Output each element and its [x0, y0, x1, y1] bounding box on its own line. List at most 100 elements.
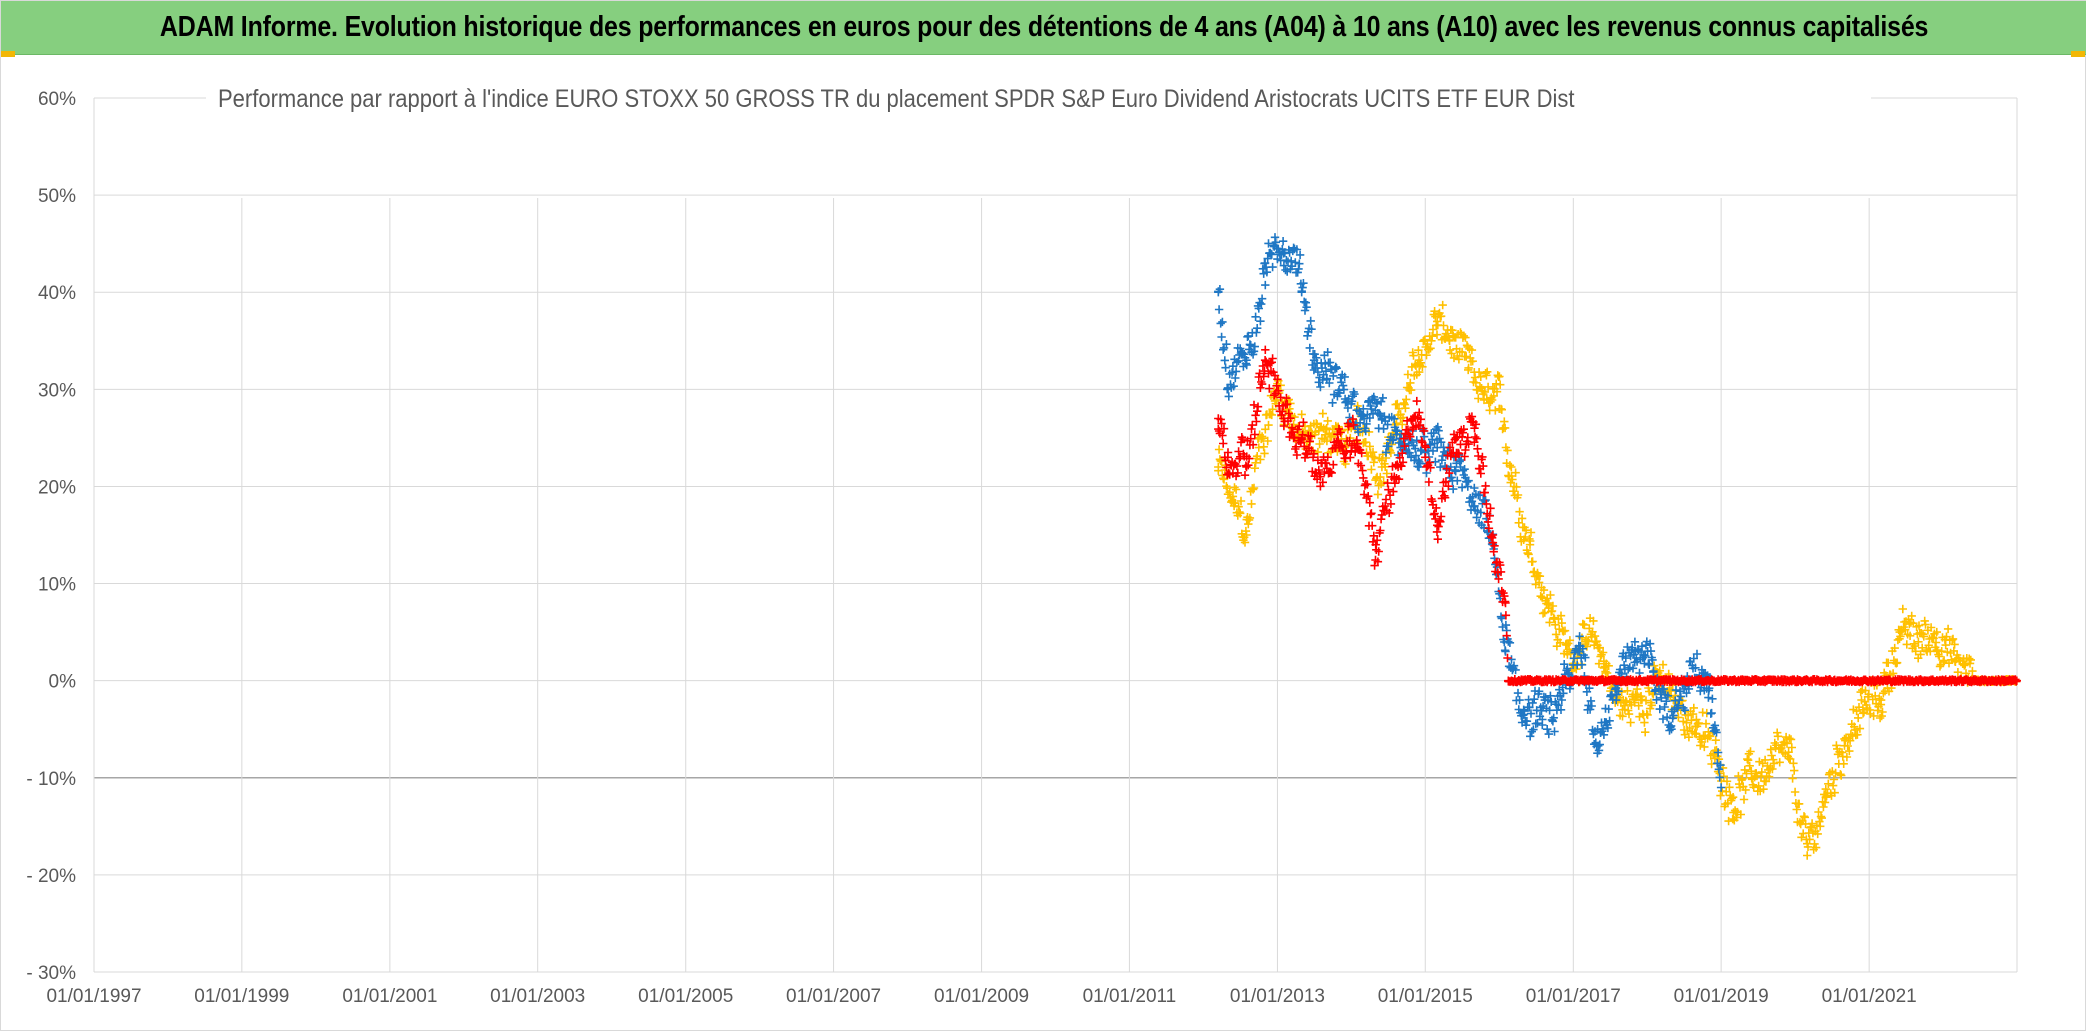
data-point	[1232, 358, 1242, 367]
data-point	[1494, 574, 1503, 584]
data-point	[1445, 335, 1454, 345]
data-point	[1390, 479, 1400, 488]
data-point	[1530, 695, 1539, 704]
data-point	[1297, 410, 1306, 419]
data-point	[1919, 632, 1928, 641]
data-point	[1722, 777, 1732, 786]
data-point	[1637, 642, 1647, 651]
data-point	[1470, 432, 1480, 442]
data-point	[1313, 447, 1323, 457]
data-point	[1575, 632, 1584, 641]
data-point	[1329, 371, 1338, 381]
series-layer	[1214, 233, 2021, 860]
data-point	[1305, 437, 1314, 446]
data-point	[1291, 258, 1300, 267]
data-point	[1295, 422, 1304, 431]
data-point	[1256, 455, 1265, 464]
data-point	[1902, 640, 1911, 649]
data-point	[1500, 597, 1510, 606]
data-point	[1248, 485, 1258, 494]
data-point	[1419, 426, 1429, 436]
data-point	[1376, 410, 1385, 420]
data-point	[1474, 394, 1483, 403]
data-point	[1356, 461, 1366, 470]
data-point	[1483, 382, 1493, 392]
data-point	[1641, 728, 1650, 737]
data-point	[1502, 631, 1511, 640]
data-point	[1428, 446, 1438, 456]
data-point	[1547, 715, 1557, 725]
data-point	[1839, 759, 1848, 768]
data-point	[1645, 660, 1654, 669]
data-point	[1219, 475, 1229, 484]
data-point	[1329, 460, 1338, 469]
data-point	[1671, 685, 1681, 695]
data-point	[1332, 364, 1341, 373]
data-point	[1250, 342, 1259, 351]
data-point	[1302, 303, 1311, 312]
data-point	[1219, 439, 1228, 448]
data-point	[1538, 720, 1547, 730]
data-point	[1556, 611, 1566, 620]
data-point	[1416, 415, 1425, 424]
data-point	[1566, 649, 1575, 658]
y-axis: 60% 50% 40% 30% 20% 10% 0% - 10% - 20% - 30%	[26, 89, 76, 984]
data-point	[1557, 618, 1566, 628]
data-point	[1943, 624, 1953, 634]
data-point	[1528, 698, 1537, 708]
data-point	[1401, 404, 1410, 413]
data-point	[1379, 477, 1388, 487]
data-point	[1283, 400, 1292, 409]
data-point	[1619, 649, 1628, 658]
data-point	[2012, 677, 2021, 686]
data-point	[1803, 842, 1813, 852]
data-point	[1339, 385, 1349, 394]
data-point	[1261, 345, 1270, 354]
data-point	[1306, 432, 1315, 441]
data-point	[1745, 761, 1754, 770]
data-point	[1694, 718, 1703, 728]
data-point	[1475, 382, 1485, 391]
data-point	[1233, 468, 1242, 478]
data-point	[1260, 356, 1270, 365]
data-point	[1457, 347, 1467, 357]
data-point	[1421, 443, 1430, 452]
data-point	[1697, 737, 1707, 747]
data-point	[1937, 647, 1946, 656]
data-point	[1291, 442, 1301, 451]
data-point	[1608, 695, 1617, 704]
data-point	[1786, 754, 1795, 764]
data-point	[1854, 703, 1864, 712]
data-point	[1223, 448, 1233, 457]
data-point	[1544, 729, 1553, 739]
data-point	[1926, 623, 1936, 632]
data-point	[1232, 461, 1242, 471]
data-point	[1281, 265, 1290, 275]
data-point	[1545, 706, 1554, 715]
data-point	[1605, 716, 1614, 725]
data-point	[1340, 372, 1349, 382]
data-point	[1512, 482, 1521, 492]
data-point	[1555, 638, 1565, 647]
data-point	[1907, 611, 1916, 621]
data-point	[1238, 434, 1247, 444]
data-point	[1474, 368, 1484, 377]
data-point	[1481, 481, 1490, 491]
x-axis: 01/01/1997 01/01/1999 01/01/2001 01/01/2003…	[46, 986, 1916, 1007]
data-point	[1759, 785, 1768, 794]
data-point	[1354, 427, 1363, 437]
data-point	[1473, 444, 1482, 453]
data-point	[1240, 538, 1250, 547]
data-point	[1242, 360, 1251, 370]
data-point	[1890, 643, 1899, 653]
data-point	[1416, 358, 1425, 367]
data-point	[1931, 638, 1941, 647]
y-tick-label: 40%	[38, 283, 76, 304]
data-point	[1264, 420, 1273, 430]
data-point	[1601, 667, 1610, 676]
data-point	[1464, 476, 1473, 485]
data-point	[1948, 634, 1958, 644]
series-a04	[1214, 300, 2021, 860]
data-point	[1403, 370, 1413, 379]
data-point	[1433, 535, 1442, 544]
